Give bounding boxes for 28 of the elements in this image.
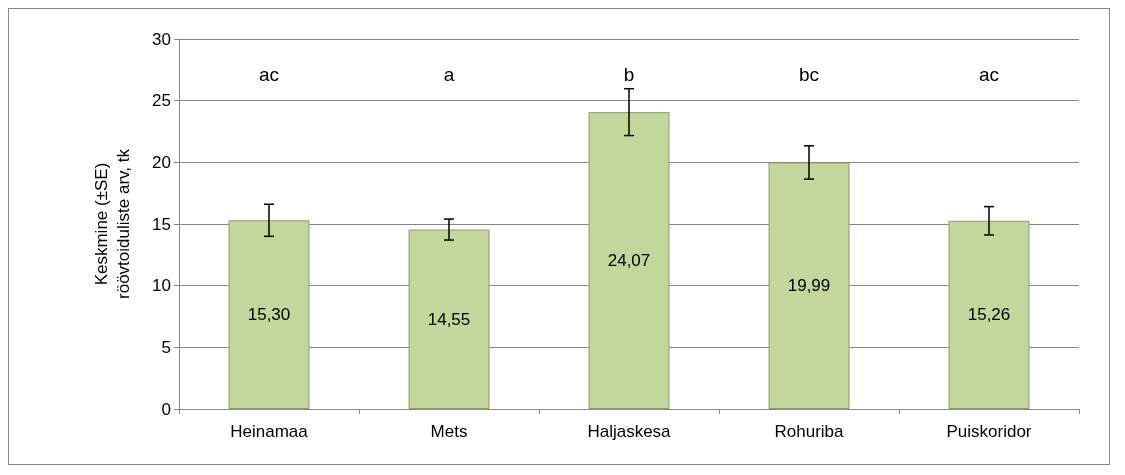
data-label: 24,07 [607,251,651,271]
data-label: 15,26 [967,305,1011,325]
y-tick-label: 0 [161,399,171,419]
y-axis-title: Keskmine (±SE) röövtoiduliste arv, tk [91,148,133,299]
y-tick-label: 30 [152,29,171,49]
annotation: ac [978,63,1000,85]
y-tick-label: 20 [152,152,171,172]
bar [228,220,310,409]
y-tick-label: 15 [152,214,171,234]
data-label: 19,99 [787,276,831,296]
x-tick-label: Mets [430,422,468,441]
x-tick-label: Puiskoridor [946,422,1032,441]
bar [588,112,670,409]
y-tick-label: 5 [161,337,171,357]
data-label: 15,30 [247,305,291,325]
y-tick-label: 25 [152,91,171,111]
y-tick-label: 10 [152,276,171,296]
annotation: b [623,63,635,85]
bar [408,229,490,409]
bar [948,220,1030,409]
x-tick-label: Haljaskesa [587,422,672,441]
annotation: a [443,63,455,85]
annotation: ac [258,63,280,85]
bar [768,162,850,409]
x-tick-label: Heinamaa [230,422,309,441]
x-tick-label: Rohuriba [774,422,845,441]
annotation: bc [798,63,820,85]
data-label: 14,55 [427,309,471,329]
